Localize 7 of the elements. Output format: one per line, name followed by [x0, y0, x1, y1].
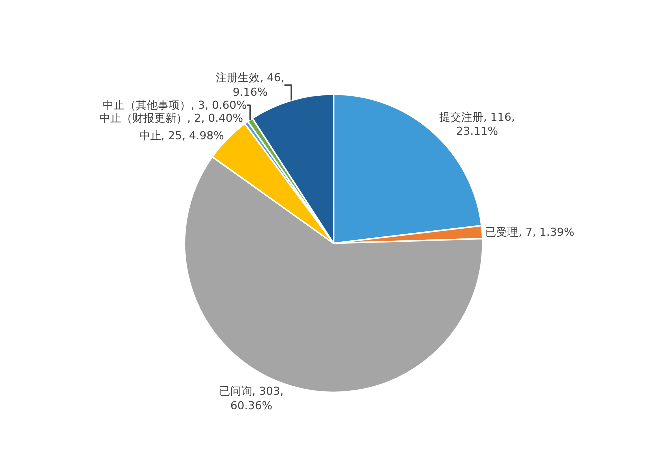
slice-label: 提交注册, 116, 23.11% [440, 110, 516, 138]
slice-label: 中止（财报更新）, 2, 0.40% [99, 112, 244, 125]
slice-label: 已问询, 303, 60.36% [219, 385, 284, 412]
slice-label: 中止（其他事项）, 3, 0.60% [103, 98, 248, 112]
slice-label: 已受理, 7, 1.39% [486, 226, 575, 239]
slice-label: 注册生效, 46, 9.16% [216, 72, 285, 99]
slice-label: 中止, 25, 4.98% [139, 129, 224, 142]
